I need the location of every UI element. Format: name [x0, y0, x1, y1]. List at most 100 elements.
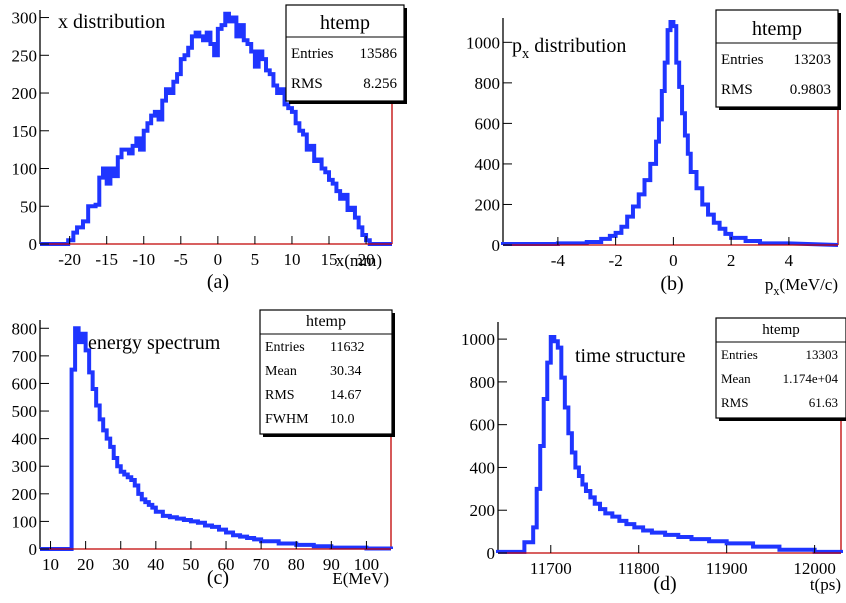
x-tick-label: -10	[132, 250, 155, 269]
x-tick-label: 100	[354, 555, 380, 574]
x-tick-label: 5	[251, 250, 260, 269]
x-tick-label: 60	[218, 555, 235, 574]
panel-label: (c)	[207, 567, 229, 589]
y-tick-label: 500	[12, 402, 38, 421]
stats-label: Mean	[265, 364, 297, 379]
panel-label: (a)	[207, 271, 229, 293]
y-tick-label: 600	[475, 114, 501, 133]
panel-b: -4 -2 0 2 4 0 200 400 600 800 1000 htemp Entries 1320…	[466, 9, 841, 298]
y-tick-label: 0	[29, 540, 38, 559]
x-tick-label: 10	[42, 555, 59, 574]
x-axis-label: t(ps)	[810, 575, 841, 594]
stats-label: RMS	[721, 395, 748, 410]
y-tick-label: 200	[12, 84, 38, 103]
x-tick-label: 80	[288, 555, 305, 574]
y-tick-label: 400	[475, 155, 501, 174]
x-tick-label: 10	[283, 250, 300, 269]
histogram-line	[496, 334, 843, 554]
stats-label: Entries	[721, 52, 764, 68]
y-tick-label: 400	[12, 430, 38, 449]
y-tick-label: 0	[492, 236, 501, 255]
stats-value: 1.174e+04	[783, 371, 839, 386]
panel-label: (b)	[660, 273, 683, 295]
stats-label: Mean	[721, 371, 751, 386]
x-tick-label: 90	[323, 555, 340, 574]
x-tick-label: 2	[727, 251, 736, 270]
stats-value: 0.9803	[790, 82, 831, 98]
x-tick-label: 12000	[793, 559, 836, 578]
y-tick-label: 400	[470, 458, 496, 477]
x-axis-label: px(MeV/c)	[765, 275, 838, 298]
x-tick-label: 50	[182, 555, 199, 574]
stats-box	[715, 9, 839, 108]
stats-value: 30.34	[330, 364, 362, 379]
stats-label: RMS	[721, 82, 753, 98]
y-tick-label: 200	[475, 195, 501, 214]
x-tick-label: 0	[214, 250, 223, 269]
x-axis-label: E(MeV)	[332, 569, 389, 588]
x-tick-label: -2	[609, 251, 623, 270]
x-tick-label: 11800	[618, 559, 660, 578]
stats-label: Entries	[721, 347, 758, 362]
y-tick-label: 800	[470, 373, 496, 392]
y-tick-label: 800	[12, 319, 38, 338]
stats-value: 8.256	[363, 76, 397, 92]
y-tick-label: 150	[12, 122, 38, 141]
stats-box-title: htemp	[306, 313, 346, 330]
x-tick-label: 20	[77, 555, 94, 574]
stats-box	[285, 4, 405, 102]
x-tick-label: 4	[785, 251, 794, 270]
stats-label: RMS	[265, 388, 295, 403]
x-tick-label: -4	[551, 251, 566, 270]
y-tick-label: 100	[12, 512, 38, 531]
x-tick-label: -5	[174, 250, 188, 269]
y-tick-label: 100	[12, 160, 38, 179]
panel-d: 11700 11800 11900 12000 0 200 400 600 800 1000 hte…	[461, 317, 846, 595]
stats-box-title: htemp	[320, 12, 370, 34]
stats-box-title: htemp	[752, 18, 802, 40]
y-tick-label: 0	[487, 544, 496, 563]
y-tick-label: 250	[12, 46, 38, 65]
y-tick-label: 50	[20, 197, 37, 216]
y-tick-label: 300	[12, 9, 38, 28]
stats-label: Entries	[265, 340, 305, 355]
x-tick-label: 30	[112, 555, 129, 574]
y-tick-label: 1000	[466, 33, 500, 52]
x-tick-label: -15	[95, 250, 118, 269]
stats-value: 14.67	[330, 388, 362, 403]
stats-label: FWHM	[265, 412, 309, 427]
y-tick-label: 200	[12, 485, 38, 504]
chart-title: x distribution	[58, 11, 165, 33]
stats-value: 13586	[360, 46, 398, 62]
panel-c: 10 20 30 40 50 60 70 80 90 100 0 100 200 300 400 500 600…	[12, 309, 395, 589]
x-tick-label: 15	[321, 250, 338, 269]
histogram-line	[501, 20, 839, 247]
y-tick-label: 800	[475, 74, 501, 93]
stats-box	[259, 309, 393, 435]
y-tick-label: 700	[12, 347, 38, 366]
y-tick-label: 300	[12, 457, 38, 476]
x-tick-label: 0	[669, 251, 678, 270]
y-tick-label: 0	[29, 235, 38, 254]
x-axis-label: x(mm)	[336, 251, 382, 270]
histogram-line	[40, 11, 392, 246]
stats-label: RMS	[291, 76, 323, 92]
y-tick-label: 200	[470, 501, 496, 520]
x-tick-label: -20	[58, 250, 81, 269]
x-tick-label: 11900	[706, 559, 748, 578]
x-tick-label: 40	[147, 555, 164, 574]
chart-title: energy spectrum	[88, 332, 221, 354]
stats-value: 13203	[794, 52, 832, 68]
panel-label: (d)	[653, 573, 676, 595]
stats-value: 13303	[806, 347, 839, 362]
stats-box-title: htemp	[762, 322, 800, 338]
stats-box	[715, 317, 846, 419]
x-tick-label: 11700	[530, 559, 572, 578]
stats-value: 11632	[330, 340, 364, 355]
stats-value: 61.63	[809, 395, 838, 410]
x-tick-label: 20	[358, 250, 375, 269]
stats-value: 10.0	[330, 412, 355, 427]
x-tick-label: 70	[253, 555, 270, 574]
